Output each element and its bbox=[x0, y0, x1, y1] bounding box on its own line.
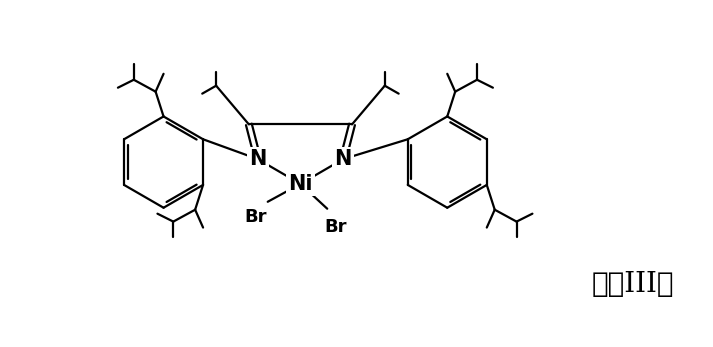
Text: Br: Br bbox=[324, 218, 347, 236]
Text: Br: Br bbox=[245, 208, 267, 226]
Text: Ni: Ni bbox=[288, 174, 313, 194]
Text: N: N bbox=[334, 149, 352, 169]
Text: 式（III）: 式（III） bbox=[592, 271, 674, 298]
Text: N: N bbox=[249, 149, 267, 169]
